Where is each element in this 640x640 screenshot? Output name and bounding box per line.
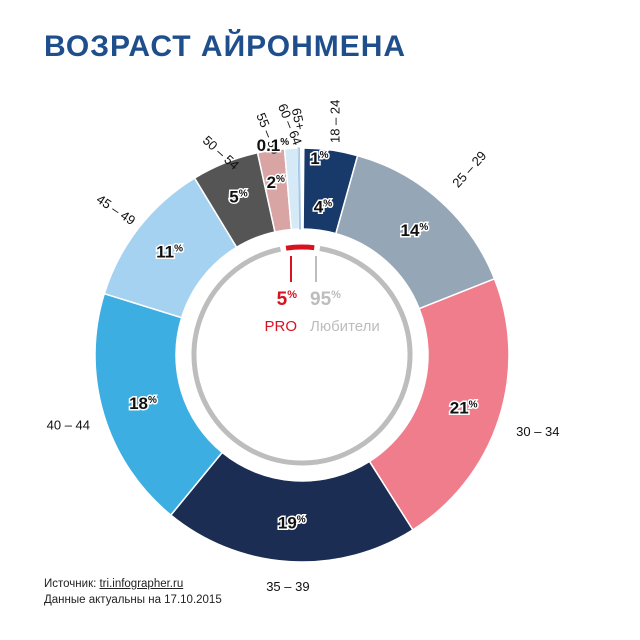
ring-arc-amateurs <box>191 246 413 466</box>
source-line: Источник: tri.infographer.ru <box>44 576 222 592</box>
outer-ring <box>94 147 510 563</box>
category-label-30-34: 30 – 34 <box>516 424 559 439</box>
footer: Источник: tri.infographer.ru Данные акту… <box>44 576 222 608</box>
slice-40-44 <box>94 292 224 517</box>
pro-name-label: PRO <box>264 318 297 335</box>
source-link[interactable]: tri.infographer.ru <box>99 578 184 590</box>
pro-pct-label: 5% <box>277 289 298 310</box>
slice-65plus <box>297 147 301 230</box>
slice-35-39 <box>169 451 414 563</box>
inner-ring <box>191 244 413 466</box>
category-label-35-39: 35 – 39 <box>266 579 309 594</box>
pct-label-35-39: 19% <box>278 514 306 533</box>
category-label-65plus: 65+ <box>289 107 308 132</box>
inner-labels: 5% PRO 95% Любители <box>264 256 380 335</box>
date-line: Данные актуальны на 17.10.2015 <box>44 594 222 606</box>
slice-30-34 <box>368 277 510 531</box>
category-label-40-44: 40 – 44 <box>47 418 90 433</box>
ring-arc-pro <box>285 244 315 251</box>
category-label-45-49: 45 – 49 <box>94 191 138 228</box>
chart-title: ВОЗРАСТ АЙРОНМЕНА <box>44 30 407 63</box>
category-label-25-29: 25 – 29 <box>449 148 489 190</box>
source-prefix: Источник: <box>44 578 100 590</box>
category-label-18-24: 18 – 24 <box>328 100 343 143</box>
amateurs-pct-label: 95% <box>310 289 341 310</box>
amateurs-name-label: Любители <box>310 318 380 335</box>
